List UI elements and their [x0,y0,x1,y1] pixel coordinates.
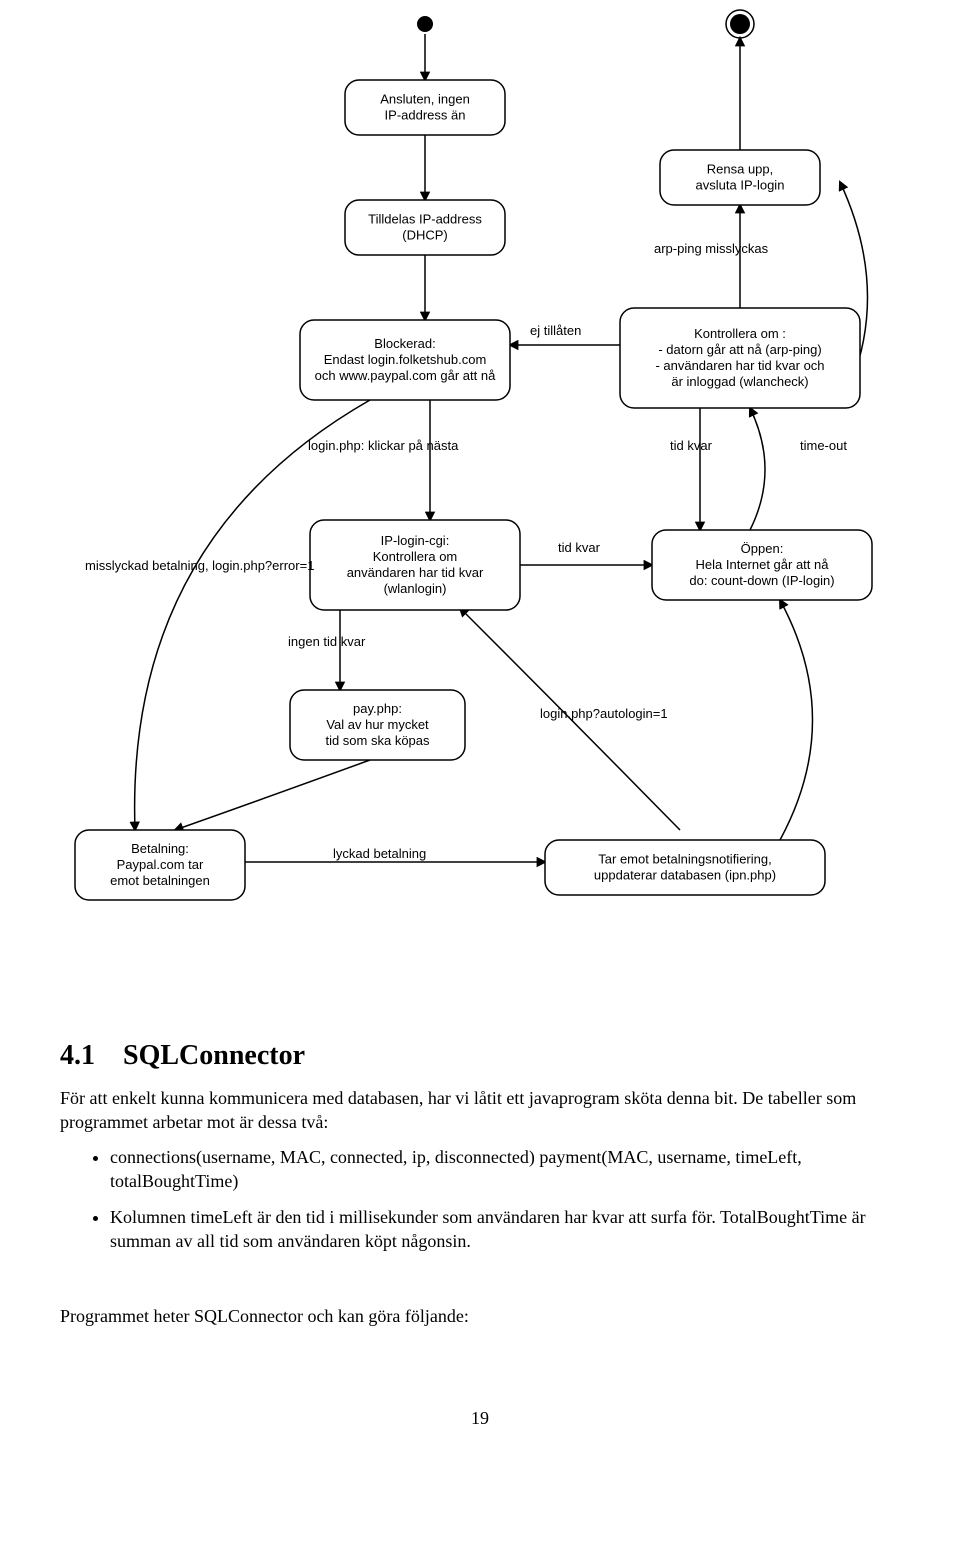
state-node: Betalning:Paypal.com taremot betalningen [75,830,245,900]
node-label: Tilldelas IP-address [368,212,482,227]
node-label: Blockerad: [374,336,435,351]
edge [750,408,765,530]
node-label: användaren har tid kvar [347,565,484,580]
node-label: Endast login.folketshub.com [324,352,487,367]
node-label: Paypal.com tar [117,857,204,872]
node-label: uppdaterar databasen (ipn.php) [594,868,776,883]
node-label: avsluta IP-login [696,178,785,193]
edge-label: misslyckad betalning, login.php?error=1 [85,558,314,573]
state-diagram: Ansluten, ingenIP-address än Tilldelas IP… [0,0,960,1000]
node-label: (DHCP) [402,228,448,243]
node-label: Tar emot betalningsnotifiering, [598,852,771,867]
edge-label: login.php?autologin=1 [540,706,668,721]
node-label: IP-login-cgi: [381,533,450,548]
section-heading: 4.1 SQLConnector [60,1040,900,1072]
node-label: Ansluten, ingen [380,92,470,107]
node-label: IP-address än [385,108,466,123]
section-title: SQLConnector [123,1040,305,1071]
edge-label: time-out [800,438,847,453]
bullet-item: connections(username, MAC, connected, ip… [110,1145,900,1194]
node-label: - användaren har tid kvar och [655,358,824,373]
state-node: Kontrollera om :- datorn går att nå (arp… [620,308,860,408]
para-1: För att enkelt kunna kommunicera med dat… [60,1086,900,1135]
node-label: Betalning: [131,841,189,856]
edge [175,760,370,830]
node-label: och www.paypal.com går att nå [315,368,496,383]
state-node: Rensa upp,avsluta IP-login [660,150,820,205]
node-label: Öppen: [741,541,784,556]
node-label: tid som ska köpas [325,733,430,748]
edge-label: login.php: klickar på nästa [308,438,459,453]
node-label: Kontrollera om [373,549,458,564]
node-label: pay.php: [353,701,402,716]
para-2: Programmet heter SQLConnector och kan gö… [60,1304,900,1328]
final-state-dot-icon [730,14,750,34]
state-node: Blockerad:Endast login.folketshub.comoch… [300,320,510,400]
state-node: Tar emot betalningsnotifiering,uppdatera… [545,840,825,895]
state-node: Öppen:Hela Internet går att nådo: count-… [652,530,872,600]
state-node: IP-login-cgi:Kontrollera omanvändaren ha… [310,520,520,610]
node-label: do: count-down (IP-login) [689,573,834,588]
node-label: är inloggad (wlancheck) [671,374,808,389]
node-label: - datorn går att nå (arp-ping) [658,342,821,357]
state-node: Ansluten, ingenIP-address än [345,80,505,135]
edge-label: tid kvar [670,438,713,453]
state-node: Tilldelas IP-address(DHCP) [345,200,505,255]
edge-label: ingen tid kvar [288,634,366,649]
bullet-list: connections(username, MAC, connected, ip… [90,1145,900,1254]
edge-label: tid kvar [558,540,601,555]
section-number: 4.1 [60,1040,95,1071]
node-label: Rensa upp, [707,162,774,177]
node-label: (wlanlogin) [384,581,447,596]
edge [780,600,813,840]
edge-label: ej tillåten [530,323,581,338]
node-label: Kontrollera om : [694,326,786,341]
node-label: emot betalningen [110,873,210,888]
edge-label: arp-ping misslyckas [654,241,769,256]
state-node: pay.php:Val av hur myckettid som ska köp… [290,690,465,760]
initial-state-icon [417,16,433,32]
edge [135,400,370,830]
page-number: 19 [0,1408,960,1449]
node-label: Val av hur mycket [326,717,429,732]
edge-label: lyckad betalning [333,846,426,861]
node-label: Hela Internet går att nå [696,557,830,572]
bullet-item: Kolumnen timeLeft är den tid i milliseku… [110,1205,900,1254]
